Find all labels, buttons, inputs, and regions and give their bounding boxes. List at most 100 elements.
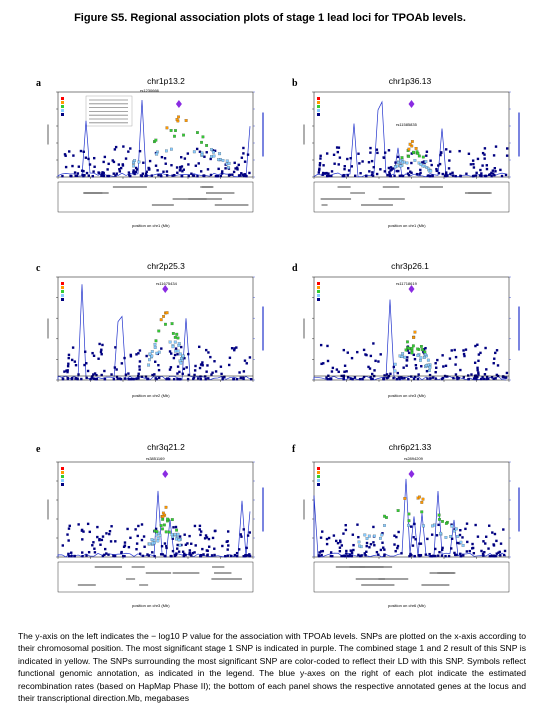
snp-point xyxy=(210,373,213,376)
snp-point xyxy=(205,144,209,147)
snp-point xyxy=(225,540,228,543)
snp-point xyxy=(168,350,172,353)
snp-point xyxy=(70,377,74,381)
snp-point xyxy=(398,174,402,178)
snp-point xyxy=(369,146,372,150)
snp-point xyxy=(114,145,118,149)
snp-point xyxy=(155,377,158,381)
legend-swatch xyxy=(61,483,64,486)
snp-point xyxy=(491,531,494,534)
ld-legend xyxy=(61,95,133,127)
snp-point xyxy=(383,374,386,377)
x-axis-label: position on chr2 (Mb) xyxy=(132,393,170,398)
snp-point xyxy=(492,377,495,380)
snp-point xyxy=(77,373,80,376)
snp-point xyxy=(89,377,92,381)
legend-swatch xyxy=(61,471,64,474)
snp-point xyxy=(189,553,193,556)
snp-point xyxy=(194,364,197,368)
snp-point xyxy=(333,162,336,165)
snp-point xyxy=(365,537,369,540)
snp-point xyxy=(380,533,384,537)
snp-point xyxy=(100,373,103,377)
snp-point xyxy=(321,173,324,176)
snp-point xyxy=(423,350,427,354)
snp-point xyxy=(502,375,505,378)
snp-point xyxy=(411,544,415,547)
panel-e: e chr3q21.2 rs3851169 position on chr3 (… xyxy=(28,440,268,615)
snp-point xyxy=(227,544,230,547)
snp-point xyxy=(63,370,66,373)
snp-point xyxy=(426,377,429,380)
x-axis-label: position on chr3 (Mb) xyxy=(132,603,170,608)
snp-point xyxy=(357,152,360,155)
snp-point xyxy=(404,348,408,352)
snp-point xyxy=(192,150,196,154)
panel-letter: c xyxy=(36,263,41,274)
snp-point xyxy=(345,552,348,555)
snp-point xyxy=(435,366,438,369)
snp-point xyxy=(371,377,374,381)
x-axis-label: position on chr3 (Mb) xyxy=(388,393,426,398)
snp-point xyxy=(444,148,448,151)
snp-point xyxy=(174,347,178,350)
snp-point xyxy=(123,541,127,544)
snp-point xyxy=(235,377,239,381)
snp-point xyxy=(240,156,244,159)
snp-point xyxy=(121,554,125,558)
snp-point xyxy=(244,174,248,177)
snp-point xyxy=(65,369,68,372)
regional-plot xyxy=(303,91,520,213)
snp-point xyxy=(447,167,451,170)
snp-point xyxy=(494,170,497,173)
snp-point xyxy=(101,535,105,538)
snp-point xyxy=(178,543,182,547)
snp-point xyxy=(343,370,346,373)
snp-point xyxy=(138,149,142,153)
snp-point xyxy=(67,554,71,558)
snp-point xyxy=(192,174,196,177)
snp-point xyxy=(410,351,414,355)
snp-point xyxy=(137,377,140,380)
legend-swatch xyxy=(61,294,64,297)
snp-point xyxy=(153,554,156,558)
snp-point xyxy=(187,163,190,166)
snp-point xyxy=(325,542,329,546)
legend-swatch xyxy=(317,282,320,285)
lead-snp-marker xyxy=(175,100,182,108)
snp-point xyxy=(135,353,138,356)
snp-point xyxy=(168,340,172,344)
snp-point xyxy=(387,149,391,152)
snp-point xyxy=(207,351,210,354)
snp-point xyxy=(410,140,414,143)
snp-point xyxy=(92,373,95,376)
snp-point xyxy=(86,522,90,526)
snp-point xyxy=(437,513,441,517)
snp-point xyxy=(487,547,490,550)
snp-point xyxy=(454,553,457,557)
snp-point xyxy=(242,554,245,558)
snp-point xyxy=(448,159,451,162)
snp-point xyxy=(337,370,340,373)
snp-point xyxy=(375,550,379,554)
snp-point xyxy=(424,160,428,164)
snp-point xyxy=(206,554,209,557)
snp-point xyxy=(336,541,340,545)
snp-point xyxy=(504,173,508,177)
snp-point xyxy=(400,355,404,358)
snp-point xyxy=(106,174,109,178)
snp-point xyxy=(401,160,404,164)
snp-point xyxy=(170,352,173,355)
snp-point xyxy=(483,147,487,150)
snp-point xyxy=(136,534,139,538)
snp-point xyxy=(337,163,340,166)
snp-point xyxy=(421,161,424,164)
snp-point xyxy=(224,554,227,558)
snp-point xyxy=(407,351,411,355)
snp-point xyxy=(342,173,345,177)
snp-point xyxy=(148,352,152,356)
snp-point xyxy=(190,542,193,545)
snp-point xyxy=(233,347,236,350)
snp-point xyxy=(407,523,411,527)
snp-point xyxy=(456,541,459,545)
